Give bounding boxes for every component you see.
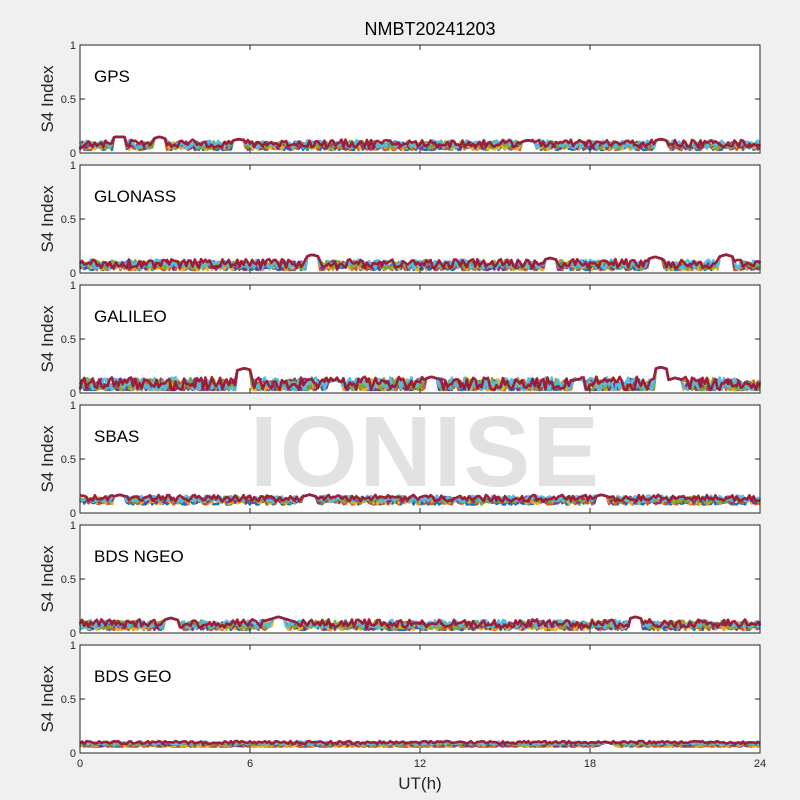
x-tick-label: 12	[414, 758, 426, 770]
x-tick-label: 0	[77, 758, 83, 770]
panel-label: GLONASS	[94, 187, 176, 206]
x-tick-labels: 0 6 12 18 24	[77, 758, 766, 770]
y-tick-label: 1	[70, 160, 76, 172]
panel-bds-geo: 0 0.5 1 S4 Index BDS GEO	[38, 640, 761, 760]
panel-bds-ngeo: 0 0.5 1 S4 Index BDS NGEO	[38, 520, 762, 640]
series-line	[79, 493, 760, 503]
panel-label: GPS	[94, 67, 130, 86]
series-line	[79, 739, 761, 746]
x-tick-label: 24	[754, 758, 766, 770]
series-line	[78, 615, 762, 630]
y-tick-label: 0.5	[61, 574, 76, 586]
panel-background	[80, 645, 760, 753]
y-axis-label: S4 Index	[38, 185, 57, 253]
series-line	[79, 493, 762, 504]
y-tick-label: 1	[70, 280, 76, 292]
panel-label: SBAS	[94, 427, 139, 446]
x-tick-label: 6	[247, 758, 253, 770]
y-tick-label: 1	[70, 40, 76, 52]
chart-title: NMBT20241203	[364, 19, 495, 39]
y-tick-label: 0.5	[61, 694, 76, 706]
y-axis-label: S4 Index	[38, 65, 57, 133]
series-traces	[78, 365, 762, 392]
panel-gps: 0 0.5 1 S4 Index GPS	[38, 40, 762, 160]
y-tick-label: 0	[70, 388, 76, 400]
panel-background	[80, 285, 760, 393]
panel-background	[80, 45, 760, 153]
y-tick-label: 1	[70, 400, 76, 412]
panel-label: BDS NGEO	[94, 547, 184, 566]
y-tick-label: 0	[70, 268, 76, 280]
y-tick-label: 0.5	[61, 454, 76, 466]
y-tick-label: 0	[70, 148, 76, 160]
panels: 0 0.5 1 S4 Index GPS 0 0.5 1 S4 Index GLONASS 0 0.5…	[38, 40, 762, 760]
panel-background	[80, 525, 760, 633]
y-tick-label: 1	[70, 520, 76, 532]
panel-glonass: 0 0.5 1 S4 Index GLONASS	[38, 160, 762, 280]
y-tick-label: 0.5	[61, 94, 76, 106]
y-axis-label: S4 Index	[38, 425, 57, 493]
series-traces	[79, 739, 761, 748]
series-traces	[78, 493, 762, 506]
y-tick-label: 0.5	[61, 334, 76, 346]
panel-galileo: 0 0.5 1 S4 Index GALILEO	[38, 280, 762, 400]
series-line	[78, 365, 762, 392]
y-axis-label: S4 Index	[38, 665, 57, 733]
panel-background	[80, 165, 760, 273]
y-tick-label: 0.5	[61, 214, 76, 226]
series-traces	[78, 135, 762, 152]
panel-label: BDS GEO	[94, 667, 171, 686]
series-traces	[78, 253, 762, 272]
y-axis-label: S4 Index	[38, 305, 57, 373]
x-axis-label: UT(h)	[398, 774, 441, 793]
y-tick-label: 0	[70, 508, 76, 520]
panel-sbas: 0 0.5 1 S4 Index SBAS	[38, 400, 762, 520]
x-tick-label: 18	[584, 758, 596, 770]
y-tick-label: 0	[70, 628, 76, 640]
panel-label: GALILEO	[94, 307, 167, 326]
y-tick-label: 1	[70, 640, 76, 652]
series-line	[78, 253, 761, 270]
y-axis-label: S4 Index	[38, 545, 57, 613]
series-line	[79, 135, 761, 149]
y-tick-label: 0	[70, 748, 76, 760]
